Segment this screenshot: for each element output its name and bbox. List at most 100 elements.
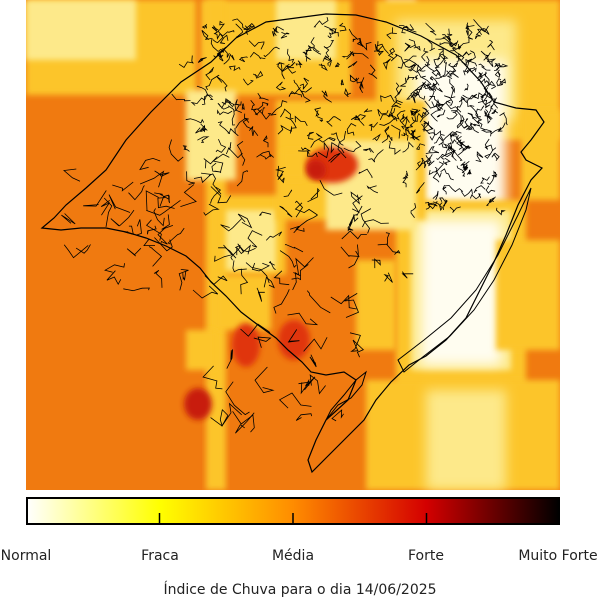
municipality-line xyxy=(200,123,208,132)
municipality-line xyxy=(205,67,214,81)
municipality-line xyxy=(279,250,297,268)
municipality-line xyxy=(417,158,424,168)
municipality-line xyxy=(249,51,266,60)
municipality-line xyxy=(494,64,503,68)
municipality-line xyxy=(486,199,492,207)
municipality-line xyxy=(368,64,378,79)
municipality-line xyxy=(452,131,462,141)
municipality-line xyxy=(387,47,396,59)
municipality-line xyxy=(75,244,91,254)
municipality-line xyxy=(100,199,111,216)
municipality-line xyxy=(435,37,457,48)
municipality-line xyxy=(237,213,253,229)
municipality-line xyxy=(211,25,220,32)
municipality-line xyxy=(216,46,227,59)
municipality-line xyxy=(304,51,311,62)
municipality-line xyxy=(225,381,250,416)
municipality-line xyxy=(256,150,272,158)
municipality-line xyxy=(295,257,314,275)
municipality-line xyxy=(494,69,501,78)
municipality-line xyxy=(380,94,395,103)
municipality-line xyxy=(153,208,165,227)
municipality-line xyxy=(355,77,363,93)
municipality-line xyxy=(217,102,230,110)
municipality-line xyxy=(491,109,498,114)
municipality-line xyxy=(271,26,284,37)
municipality-line xyxy=(363,147,374,153)
municipality-line xyxy=(406,75,415,81)
municipality-line xyxy=(324,25,338,33)
municipality-line xyxy=(203,203,220,216)
municipality-line xyxy=(154,192,170,204)
municipality-line xyxy=(383,272,393,283)
municipality-line xyxy=(371,258,381,269)
municipality-line xyxy=(201,94,213,105)
municipality-line xyxy=(291,264,309,281)
municipality-line xyxy=(422,121,434,132)
municipality-line xyxy=(243,78,254,86)
municipality-line xyxy=(337,130,347,159)
municipality-line xyxy=(245,262,270,284)
municipality-line xyxy=(472,126,479,134)
municipality-line xyxy=(350,115,361,121)
municipality-line xyxy=(379,112,391,121)
municipality-line xyxy=(446,35,459,47)
municipality-line xyxy=(425,155,435,167)
municipality-line xyxy=(442,199,448,211)
municipality-line xyxy=(326,116,342,127)
municipality-line xyxy=(428,130,445,136)
municipality-line xyxy=(277,165,285,184)
municipality-line xyxy=(347,221,354,232)
municipality-line xyxy=(292,272,301,291)
municipality-line xyxy=(432,201,443,211)
municipality-line xyxy=(461,58,478,67)
municipality-line xyxy=(210,186,222,204)
municipality-line xyxy=(232,411,255,433)
municipality-line xyxy=(251,262,270,272)
municipality-line xyxy=(402,177,407,188)
municipality-line xyxy=(108,194,131,213)
municipality-line xyxy=(436,109,446,118)
heat-patch xyxy=(186,90,236,180)
legend-label-fraca: Fraca xyxy=(141,548,179,564)
municipality-line xyxy=(228,65,241,72)
municipality-line xyxy=(410,130,416,140)
municipality-line xyxy=(422,81,437,90)
municipality-line xyxy=(446,111,458,120)
municipality-line xyxy=(223,53,235,65)
municipality-line xyxy=(309,354,317,368)
municipality-line xyxy=(265,231,283,241)
municipality-line xyxy=(484,110,491,124)
municipality-line xyxy=(413,90,426,100)
municipality-line xyxy=(321,90,332,103)
municipality-line xyxy=(416,143,426,150)
municipality-line xyxy=(496,207,506,216)
municipality-line xyxy=(451,110,465,123)
municipality-line xyxy=(349,332,361,352)
municipality-line xyxy=(329,28,339,37)
municipality-line xyxy=(83,190,107,207)
municipality-line xyxy=(217,121,231,135)
municipality-line xyxy=(145,219,162,241)
municipality-line xyxy=(203,156,218,169)
municipality-line xyxy=(416,64,426,78)
municipality-line xyxy=(399,25,408,34)
municipality-line xyxy=(387,107,396,117)
municipality-line xyxy=(423,157,432,165)
municipality-line xyxy=(240,323,271,337)
municipality-line xyxy=(182,271,187,281)
municipality-line xyxy=(250,100,263,114)
municipality-line xyxy=(344,88,351,98)
municipality-line xyxy=(167,227,185,245)
municipality-line xyxy=(340,246,360,257)
municipality-line xyxy=(348,205,363,226)
municipality-line xyxy=(415,154,433,171)
municipality-line xyxy=(253,109,263,116)
municipality-line xyxy=(219,34,229,44)
municipality-line xyxy=(298,381,312,395)
municipality-line xyxy=(232,260,247,273)
municipality-line xyxy=(219,409,229,427)
municipality-line xyxy=(143,238,156,247)
municipality-line xyxy=(373,50,385,56)
municipality-line xyxy=(358,168,373,179)
